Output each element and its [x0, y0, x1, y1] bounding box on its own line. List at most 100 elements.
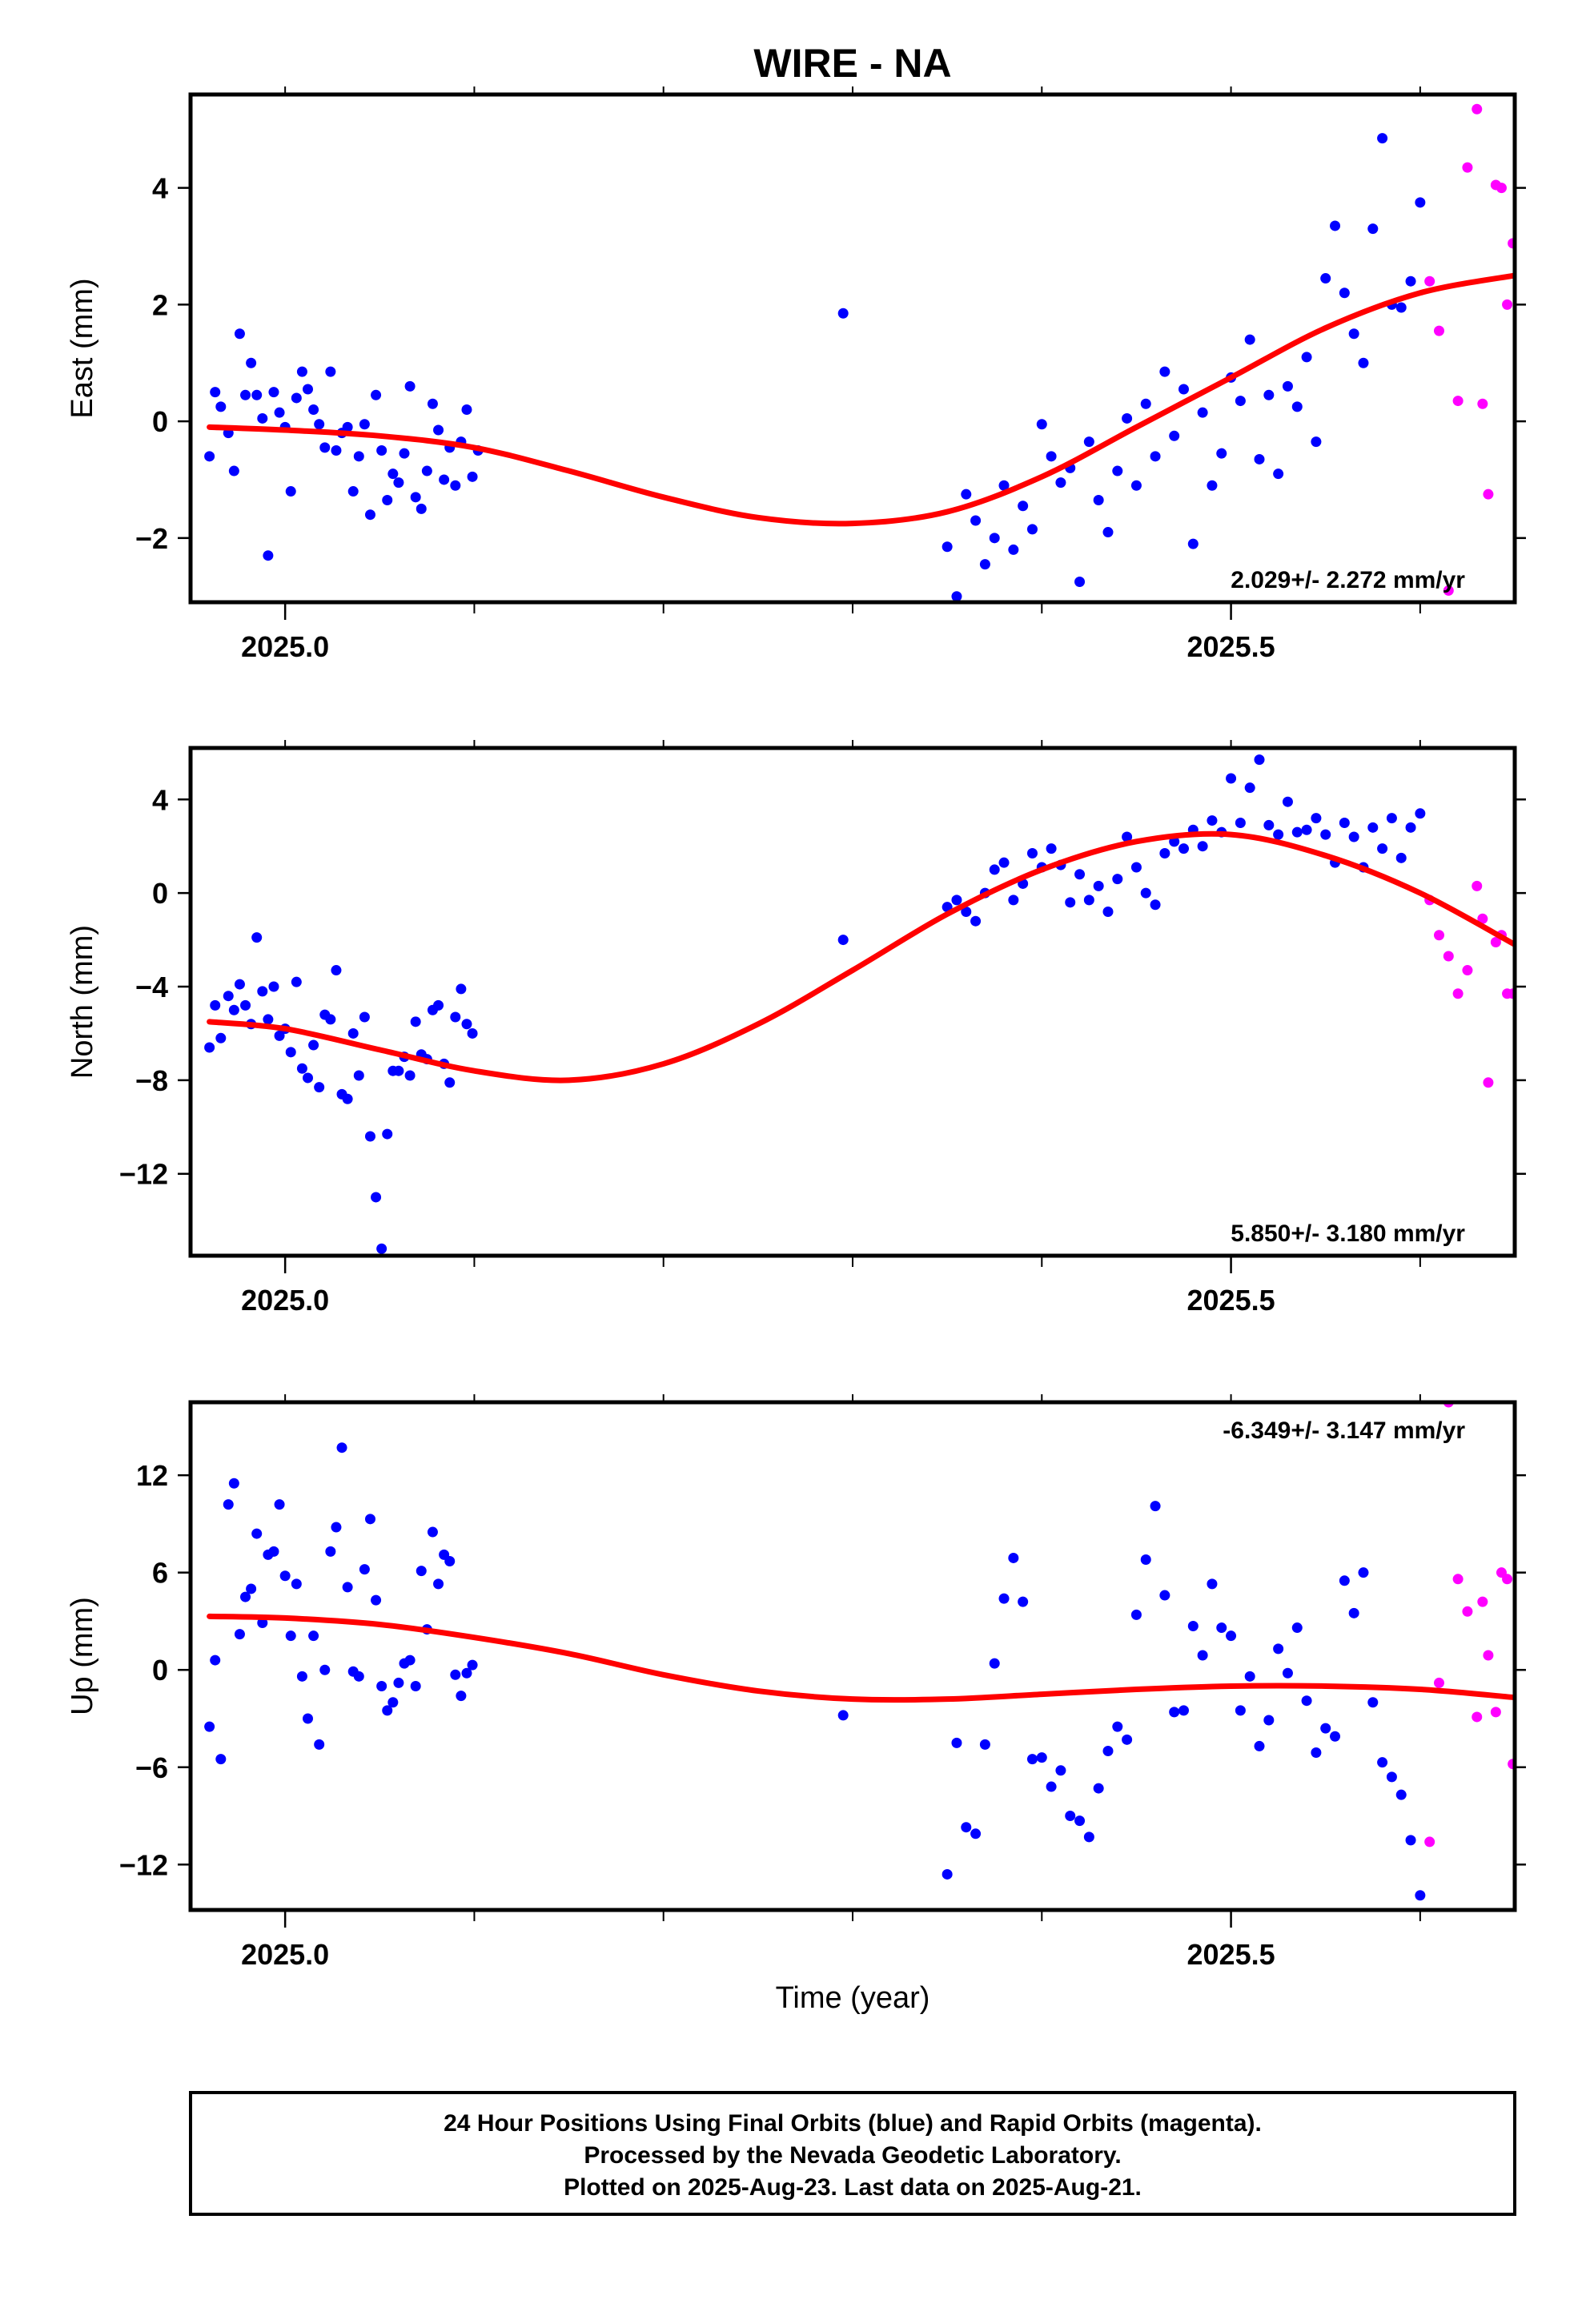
final-orbit-point [461, 1667, 472, 1679]
final-orbit-point [1386, 813, 1397, 824]
final-orbit-point [1065, 897, 1076, 908]
final-orbit-point [302, 1713, 313, 1724]
final-orbit-point [308, 1630, 319, 1642]
final-orbit-point [989, 533, 1000, 544]
rapid-orbit-point [1443, 585, 1454, 596]
final-orbit-point [1026, 1754, 1038, 1765]
final-orbit-point [439, 474, 450, 485]
final-orbit-point [1367, 1697, 1379, 1708]
final-orbit-point [274, 407, 285, 418]
final-orbit-point [342, 1582, 353, 1593]
final-orbit-point [325, 366, 336, 377]
y-tick-label: 0 [152, 877, 168, 910]
y-tick-label: −8 [135, 1064, 168, 1097]
rapid-orbit-point [1462, 162, 1473, 173]
final-orbit-point [331, 965, 342, 976]
final-orbit-point [1008, 895, 1019, 906]
final-orbit-point [319, 442, 331, 453]
rapid-orbit-point [1483, 1077, 1494, 1088]
final-orbit-point [1282, 1667, 1293, 1679]
y-tick-label: 12 [136, 1459, 168, 1492]
final-orbit-point [274, 1499, 285, 1510]
final-orbit-point [1178, 1705, 1189, 1716]
final-orbit-point [1282, 380, 1293, 392]
final-orbit-point [1301, 1695, 1312, 1707]
footer-box [189, 2091, 1516, 2216]
footer-line-2: Processed by the Nevada Geodetic Laborat… [584, 2142, 1121, 2169]
final-orbit-point [376, 1680, 387, 1691]
final-orbit-point [1320, 1723, 1331, 1734]
final-orbit-point [240, 1591, 251, 1602]
y-tick-label: −2 [135, 522, 168, 555]
rapid-orbit-point [1490, 936, 1501, 947]
final-orbit-point [246, 357, 257, 368]
final-orbit-point [1216, 1622, 1227, 1634]
final-orbit-point [302, 1072, 313, 1084]
final-orbit-point [951, 895, 962, 906]
final-orbit-point [433, 999, 444, 1011]
final-orbit-point [302, 384, 313, 395]
rapid-orbit-point [1452, 988, 1464, 999]
final-orbit-point [1197, 841, 1208, 852]
final-orbit-point [1415, 808, 1426, 819]
final-orbit-point [228, 1004, 239, 1015]
final-orbit-point [1065, 1811, 1076, 1822]
plot-frame [188, 92, 1517, 605]
final-orbit-point [387, 468, 399, 480]
final-orbit-point [1207, 815, 1218, 826]
final-orbit-point [285, 486, 296, 497]
y-axis-label: East (mm) [66, 278, 99, 418]
final-orbit-point [331, 1522, 342, 1533]
final-orbit-point [1291, 1622, 1303, 1634]
final-orbit-point [1226, 773, 1237, 784]
final-orbit-point [364, 1514, 375, 1525]
final-orbit-point [1254, 1740, 1265, 1751]
final-orbit-point [410, 492, 421, 503]
final-orbit-point [467, 1659, 478, 1671]
final-orbit-point [314, 419, 325, 430]
rapid-orbit-point [1502, 299, 1513, 310]
final-orbit-point [1178, 843, 1189, 854]
final-orbit-point [393, 1677, 404, 1688]
final-orbit-point [1367, 822, 1379, 833]
final-orbit-point [204, 1721, 215, 1732]
final-orbit-point [837, 308, 849, 319]
final-orbit-point [1377, 843, 1388, 854]
final-orbit-point [961, 907, 972, 918]
final-orbit-point [1386, 1771, 1397, 1783]
final-orbit-point [1150, 1501, 1161, 1512]
final-orbit-point [1207, 1578, 1218, 1590]
final-orbit-point [1395, 852, 1407, 863]
final-orbit-point [215, 401, 227, 412]
final-orbit-point [319, 1664, 331, 1675]
final-orbit-point [285, 1630, 296, 1642]
final-orbit-point [1083, 436, 1094, 448]
rapid-orbit-point [1443, 951, 1454, 962]
final-orbit-point [342, 1093, 353, 1104]
final-orbit-point [1130, 1609, 1142, 1620]
final-orbit-point [1197, 1650, 1208, 1661]
final-orbit-point [223, 991, 234, 1002]
final-orbit-point [251, 389, 263, 400]
final-orbit-point [1197, 407, 1208, 418]
y-tick-label: −12 [119, 1158, 168, 1191]
final-orbit-point [393, 477, 404, 489]
final-orbit-point [371, 389, 382, 400]
final-orbit-point [1311, 813, 1322, 824]
rapid-orbit-point [1472, 880, 1483, 891]
final-orbit-point [450, 480, 461, 491]
rapid-orbit-point [1477, 913, 1488, 924]
final-orbit-point [228, 1478, 239, 1489]
final-orbit-point [359, 1564, 370, 1575]
final-orbit-point [296, 366, 307, 377]
rate-annotation: 5.850+/- 3.180 mm/yr [1231, 1220, 1465, 1247]
final-orbit-point [1018, 501, 1029, 512]
y-axis-label: Up (mm) [66, 1597, 99, 1715]
final-orbit-point [1055, 1765, 1066, 1776]
plot-frame [188, 1400, 1517, 1912]
east-panel: 2025.0 2025.5 −2 0 2 4 East (mm) 2.029+/- 2.272… [66, 86, 1526, 663]
final-orbit-point [1130, 862, 1142, 873]
final-orbit-point [427, 398, 438, 409]
y-tick-label: −6 [135, 1751, 168, 1784]
